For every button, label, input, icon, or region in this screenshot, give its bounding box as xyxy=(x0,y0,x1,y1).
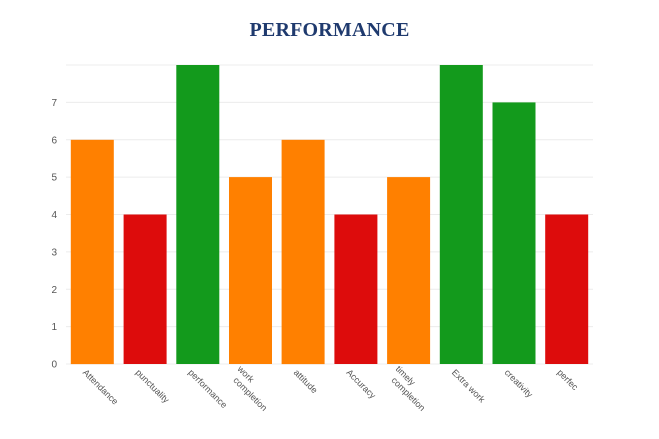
y-tick-label: 3 xyxy=(51,247,57,258)
y-tick-label: 1 xyxy=(51,322,57,333)
x-tick-label-line: punctuality xyxy=(134,367,172,405)
bar[interactable] xyxy=(281,139,325,365)
bar[interactable] xyxy=(545,214,589,365)
bar[interactable] xyxy=(123,214,167,365)
y-tick-label: 7 xyxy=(51,98,57,109)
x-tick-label-line: performance xyxy=(186,367,229,410)
y-tick-label: 0 xyxy=(51,360,57,371)
y-tick-label: 2 xyxy=(51,285,57,296)
x-tick-label: timelycompletion xyxy=(386,364,435,413)
chart-title: PERFORMANCE xyxy=(249,19,410,41)
bar[interactable] xyxy=(229,177,272,364)
x-tick-label: attitude xyxy=(292,367,320,395)
x-tick-label: Extra work xyxy=(450,367,487,404)
x-tick-label: Accuracy xyxy=(344,367,378,401)
x-tick-label: performance xyxy=(186,367,229,410)
x-tick-label-line: Extra work xyxy=(450,367,487,404)
bar[interactable] xyxy=(492,102,536,365)
x-tick-label: creativity xyxy=(503,367,536,400)
x-tick-label: punctuality xyxy=(134,367,172,405)
x-tick-label: workcompletion xyxy=(227,363,277,413)
bar[interactable] xyxy=(387,177,431,364)
x-tick-label-line: creativity xyxy=(503,367,536,400)
x-tick-label-line: Attendance xyxy=(81,367,120,406)
y-tick-label: 6 xyxy=(51,135,57,146)
bar[interactable] xyxy=(334,214,378,365)
x-tick-label-line: perfec xyxy=(555,367,580,392)
x-tick-label-line: attitude xyxy=(292,367,320,395)
y-tick-label: 4 xyxy=(51,210,57,221)
y-tick-label: 5 xyxy=(51,173,57,184)
x-tick-label: perfec xyxy=(555,367,580,392)
x-axis-ticks: Attendance punctuality performance workcomp… xyxy=(81,363,581,413)
x-tick-label: Attendance xyxy=(81,367,120,406)
bar[interactable] xyxy=(70,139,114,365)
bar[interactable] xyxy=(176,65,220,364)
bars xyxy=(70,65,589,365)
y-axis-ticks: 0 1 2 3 4 5 6 7 xyxy=(51,98,57,371)
x-tick-label-line: Accuracy xyxy=(344,367,378,401)
bar[interactable] xyxy=(439,65,483,364)
